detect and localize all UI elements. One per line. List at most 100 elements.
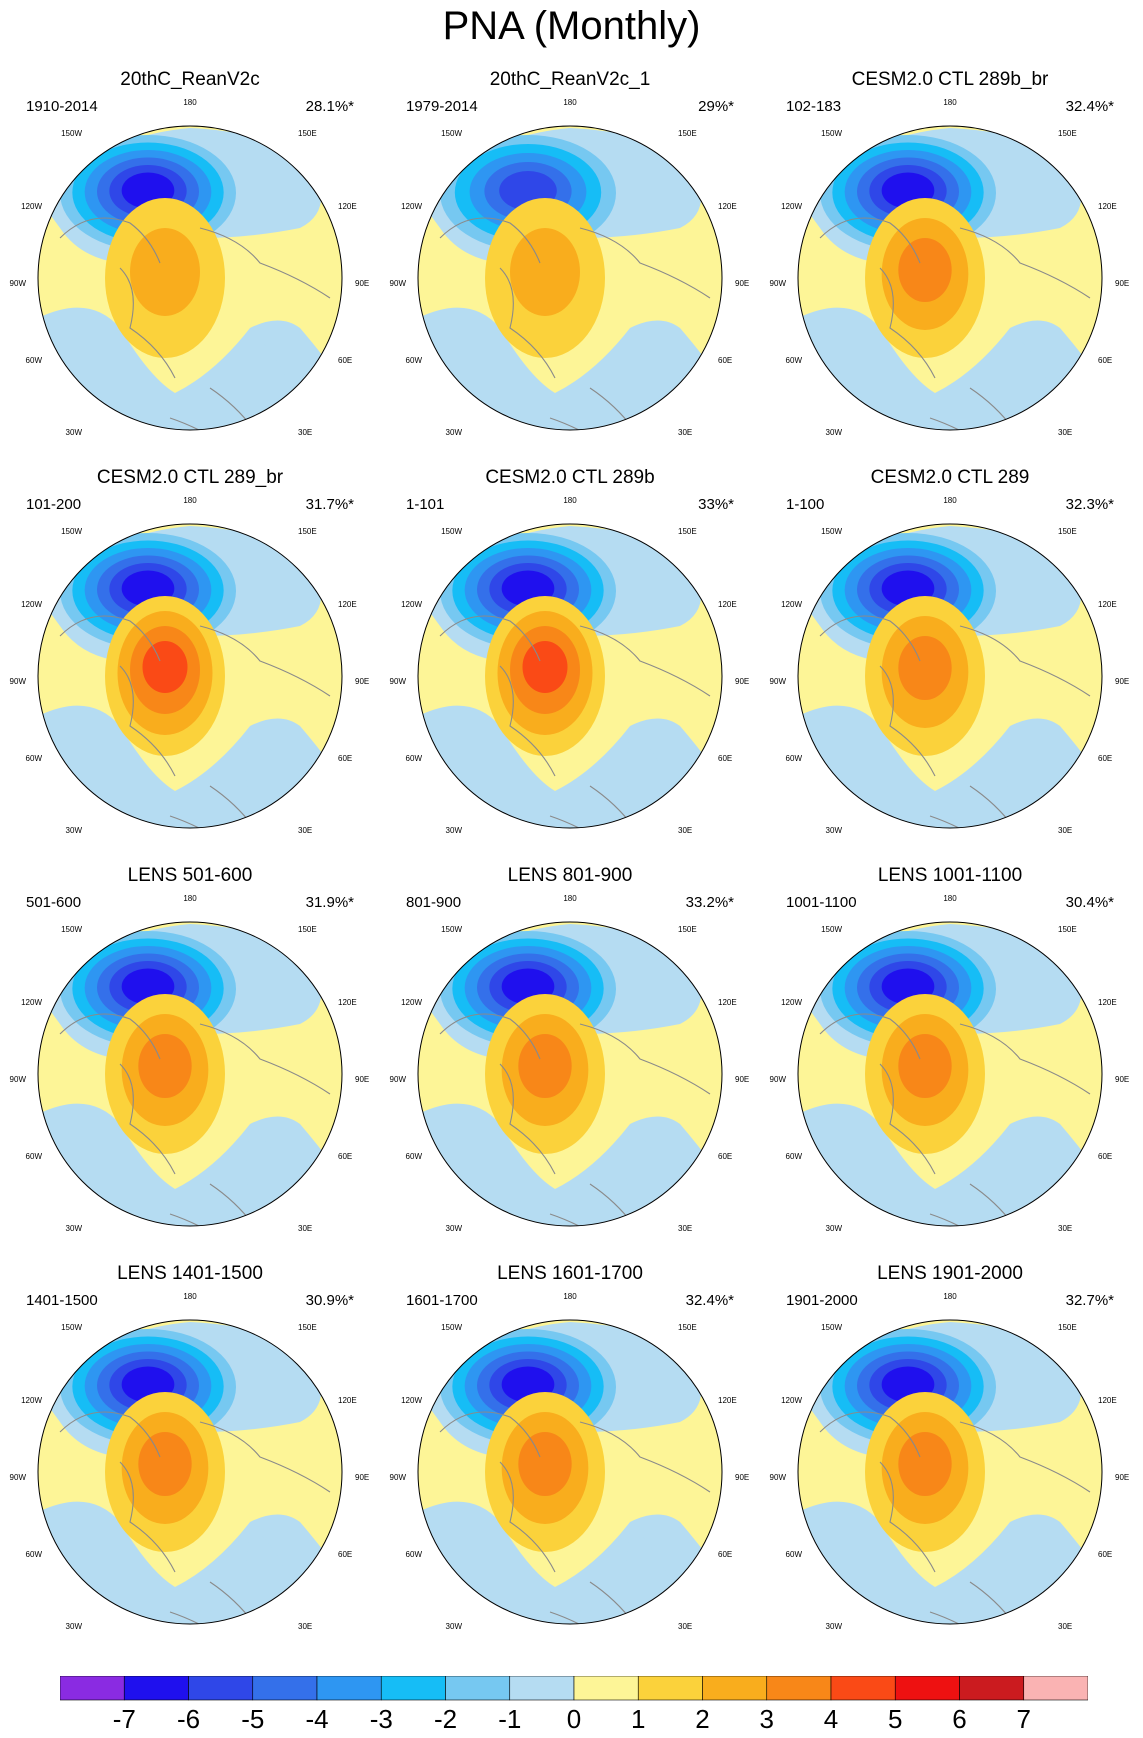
- longitude-label: 120W: [781, 998, 802, 1007]
- panel-title: 20thC_ReanV2c: [120, 69, 260, 90]
- colorbar-label: 3: [760, 1704, 774, 1730]
- longitude-label: 60W: [26, 356, 43, 365]
- panel-variance: 31.9%*: [305, 894, 354, 911]
- longitude-label: 30E: [298, 428, 312, 437]
- colorbar-label: 2: [695, 1704, 709, 1730]
- map-panel: 20thC_ReanV2c_1 180 150E 120E 90E 60E 30E 0 30W 6…: [380, 68, 760, 468]
- coastline: [59, 217, 331, 430]
- longitude-label: 0: [568, 1661, 573, 1662]
- longitude-label: 120W: [21, 202, 42, 211]
- map-border: [797, 921, 1103, 1227]
- map-border: [797, 125, 1103, 431]
- longitude-label: 90E: [1115, 279, 1129, 288]
- map-border: [37, 1319, 343, 1625]
- longitude-label: 60E: [1098, 1550, 1112, 1559]
- longitude-label: 60E: [718, 1550, 732, 1559]
- colorbar-label: 7: [1017, 1704, 1031, 1730]
- panel-period: 1979-2014: [406, 98, 478, 115]
- contour-pos-level: [510, 228, 580, 316]
- longitude-label: 120W: [401, 998, 422, 1007]
- longitude-label: 150E: [1058, 527, 1077, 536]
- map-panel: LENS 501-600 180 150E 120E 90E 60E 30E 0 30W 60W 9…: [0, 864, 380, 1264]
- polar-map: 180 150E 120E 90E 60E 30E 0 30W 60W 90W 120W 150W: [390, 894, 750, 1264]
- map-border: [37, 125, 343, 431]
- colorbar-swatch: [509, 1676, 575, 1701]
- panel-title: CESM2.0 CTL 289b: [485, 467, 655, 488]
- panel-period: 801-900: [406, 894, 462, 911]
- longitude-label: 30E: [1058, 826, 1072, 835]
- longitude-label: 120E: [338, 202, 357, 211]
- longitude-label: 150E: [298, 129, 317, 138]
- colorbar-swatch: [445, 1676, 511, 1701]
- longitude-label: 0: [948, 865, 953, 866]
- panel-variance: 33.2%*: [685, 894, 734, 911]
- longitude-label: 30W: [66, 1622, 83, 1631]
- longitude-label: 0: [188, 467, 193, 468]
- longitude-label: 30W: [826, 1224, 843, 1233]
- colorbar-label: 5: [888, 1704, 902, 1730]
- longitude-label: 0: [188, 865, 193, 866]
- coastline: [439, 217, 711, 430]
- panel-variance: 33%*: [698, 496, 734, 513]
- panel-period: 1-100: [786, 496, 825, 513]
- longitude-label: 30E: [678, 428, 692, 437]
- panel-variance: 32.4%*: [685, 1292, 734, 1309]
- contour-pos-level: [142, 641, 188, 693]
- longitude-label: 90W: [10, 1473, 27, 1482]
- longitude-label: 0: [568, 1263, 573, 1264]
- contour-neg-region: [230, 1129, 294, 1226]
- longitude-label: 30E: [298, 1622, 312, 1631]
- colorbar-swatch: [1023, 1676, 1088, 1701]
- longitude-label: 30E: [1058, 1224, 1072, 1233]
- longitude-label: 90E: [355, 677, 369, 686]
- longitude-label: 150E: [298, 527, 317, 536]
- panel-variance: 29%*: [698, 98, 734, 115]
- colorbar-label: -4: [305, 1704, 328, 1730]
- longitude-label: 60W: [786, 754, 803, 763]
- panel-period: 1901-2000: [786, 1292, 858, 1309]
- longitude-label: 180: [183, 1292, 197, 1301]
- longitude-label: 90E: [355, 1473, 369, 1482]
- contour-pos-level: [898, 636, 952, 700]
- longitude-label: 60E: [1098, 1152, 1112, 1161]
- panel-variance: 28.1%*: [305, 98, 354, 115]
- longitude-label: 120E: [718, 202, 737, 211]
- longitude-label: 60W: [26, 1152, 43, 1161]
- map-border: [417, 1319, 723, 1625]
- longitude-label: 90W: [390, 677, 407, 686]
- coastline: [819, 615, 1091, 828]
- map-panel: CESM2.0 CTL 289 180 150E 120E 90E 60E 30E 0 30W 6…: [760, 466, 1140, 866]
- colorbar-label: 0: [567, 1704, 581, 1730]
- panel-period: 1910-2014: [26, 98, 98, 115]
- contour-neg-region: [990, 731, 1054, 828]
- coastline: [819, 1411, 1091, 1624]
- longitude-label: 150W: [821, 527, 842, 536]
- polar-map: 180 150E 120E 90E 60E 30E 0 30W 60W 90W 120W 150W: [10, 98, 370, 468]
- panel-title: LENS 1001-1100: [877, 865, 1023, 886]
- longitude-label: 30W: [446, 1622, 463, 1631]
- contour-pos-level: [518, 1432, 572, 1496]
- panel-period: 1401-1500: [26, 1292, 98, 1309]
- longitude-label: 90W: [390, 1075, 407, 1084]
- panel-period: 1-101: [406, 496, 445, 513]
- longitude-label: 60E: [338, 1550, 352, 1559]
- longitude-label: 150E: [1058, 925, 1077, 934]
- longitude-label: 150W: [821, 1323, 842, 1332]
- longitude-label: 0: [948, 1661, 953, 1662]
- map-panel: CESM2.0 CTL 289b 180 150E 120E 90E 60E 30E 0 30W…: [380, 466, 760, 866]
- panel-variance: 31.7%*: [305, 496, 354, 513]
- coastline: [439, 615, 711, 828]
- map-border: [417, 125, 723, 431]
- coastline: [819, 1013, 1091, 1226]
- longitude-label: 30E: [298, 826, 312, 835]
- map-panel: CESM2.0 CTL 289_br 180 150E 120E 90E 60E 30E 0 3…: [0, 466, 380, 866]
- map-panel: LENS 801-900 180 150E 120E 90E 60E 30E 0 30W 60W 9…: [380, 864, 760, 1264]
- map-border: [417, 921, 723, 1227]
- longitude-label: 30E: [678, 1622, 692, 1631]
- longitude-label: 30W: [826, 826, 843, 835]
- colorbar-label: -2: [434, 1704, 457, 1730]
- map-border: [37, 921, 343, 1227]
- longitude-label: 30E: [1058, 1622, 1072, 1631]
- longitude-label: 180: [183, 98, 197, 107]
- map-border: [797, 523, 1103, 829]
